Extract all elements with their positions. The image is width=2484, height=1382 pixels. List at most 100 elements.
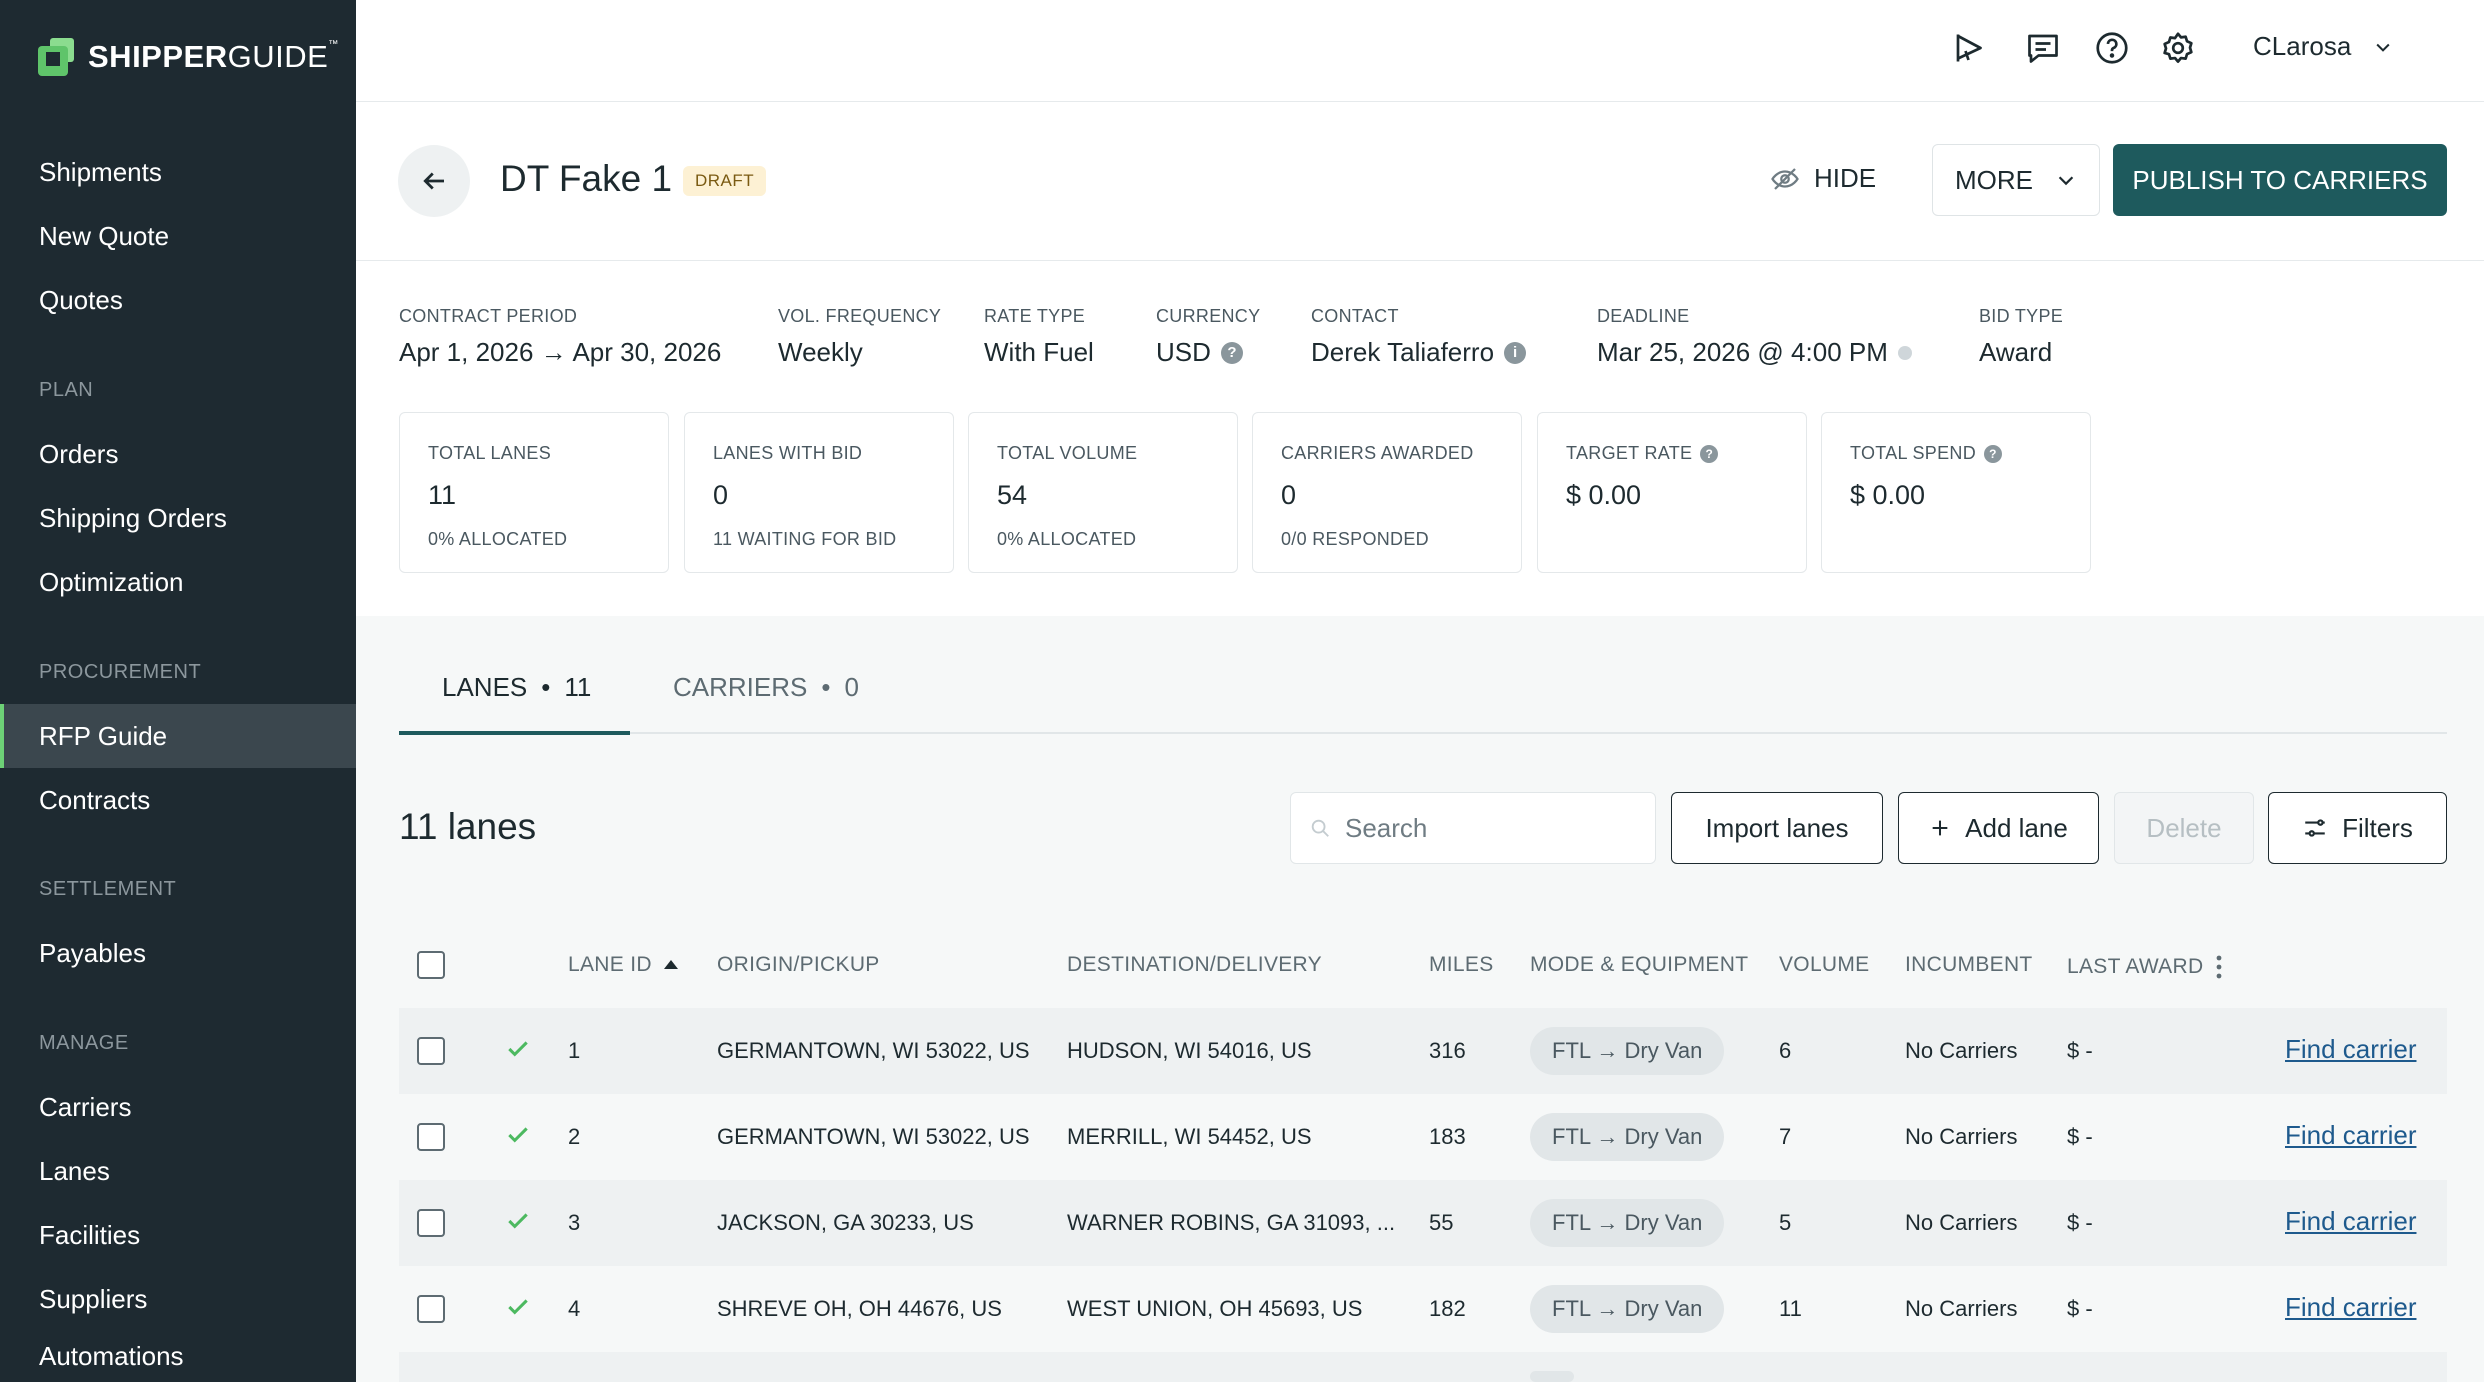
cell-origin: GERMANTOWN, WI 53022, US bbox=[717, 1038, 1030, 1063]
meta-label: RATE TYPE bbox=[984, 306, 1086, 326]
table-row[interactable] bbox=[399, 1180, 2447, 1266]
sidebar-item-rfp-guide[interactable]: RFP Guide bbox=[0, 704, 356, 768]
tabs-underline bbox=[399, 732, 2447, 734]
help-icon[interactable]: ? bbox=[1984, 444, 2002, 463]
sidebar-item-quotes[interactable]: Quotes bbox=[39, 284, 123, 315]
sidebar-item-payables[interactable]: Payables bbox=[39, 937, 146, 968]
cell-destination: WEST UNION, OH 45693, US bbox=[1067, 1296, 1363, 1321]
shipperguide-logo[interactable]: SHIPPERGUIDE™ bbox=[38, 38, 339, 76]
stat-label: LANES WITH BID bbox=[713, 443, 863, 463]
meta-vol-frequency: VOL. FREQUENCY Weekly bbox=[778, 306, 941, 368]
column-header-incumbent[interactable]: INCUMBENT bbox=[1905, 953, 2033, 976]
sidebar-item-optimization[interactable]: Optimization bbox=[39, 566, 184, 597]
meta-value: Mar 25, 2026 @ 4:00 PM bbox=[1597, 337, 1888, 367]
search-icon bbox=[1311, 819, 1329, 837]
stat-sub: 0% ALLOCATED bbox=[997, 529, 1137, 549]
meta-value: Weekly bbox=[778, 337, 863, 367]
column-header-origin[interactable]: ORIGIN/PICKUP bbox=[717, 953, 880, 976]
row-checkbox[interactable] bbox=[417, 1209, 445, 1237]
table-row[interactable] bbox=[399, 1352, 2447, 1382]
tab-carriers[interactable]: CARRIERS • 0 bbox=[673, 672, 859, 703]
more-button[interactable]: MORE bbox=[1932, 144, 2100, 216]
kebab-menu-icon[interactable] bbox=[2213, 953, 2225, 981]
filters-button[interactable]: Filters bbox=[2268, 792, 2447, 864]
find-carrier-link[interactable]: Find carrier bbox=[2285, 1292, 2417, 1322]
tab-lanes[interactable]: LANES • 11 bbox=[442, 672, 591, 703]
help-icon[interactable]: ? bbox=[1700, 444, 1719, 463]
meta-value: Apr 1, 2026 → Apr 30, 2026 bbox=[399, 337, 722, 367]
row-checkbox[interactable] bbox=[417, 1123, 445, 1151]
cell-incumbent: No Carriers bbox=[1905, 1210, 2018, 1235]
eye-off-icon bbox=[1771, 167, 1799, 190]
meta-label: CONTRACT PERIOD bbox=[399, 306, 578, 326]
tab-separator: • bbox=[541, 672, 551, 702]
delete-button[interactable]: Delete bbox=[2114, 792, 2254, 864]
table-row[interactable] bbox=[399, 1094, 2447, 1180]
column-header-destination[interactable]: DESTINATION/DELIVERY bbox=[1067, 953, 1322, 976]
sidebar-item-facilities[interactable]: Facilities bbox=[39, 1219, 141, 1250]
cell-last-award: $ - bbox=[2067, 1124, 2093, 1149]
sidebar-item-automations[interactable]: Automations bbox=[39, 1341, 184, 1371]
column-header-mode-equipment[interactable]: MODE & EQUIPMENT bbox=[1530, 953, 1749, 976]
stat-value: 0 bbox=[1281, 480, 1297, 510]
topbar bbox=[356, 0, 2484, 102]
column-label: LAST AWARD bbox=[2067, 955, 2204, 978]
sidebar-item-lanes[interactable]: Lanes bbox=[39, 1155, 110, 1186]
stat-sub: 0% ALLOCATED bbox=[428, 529, 568, 549]
cell-miles: 55 bbox=[1429, 1210, 1454, 1235]
sidebar-item-contracts[interactable]: Contracts bbox=[39, 784, 151, 815]
tab-count: 11 bbox=[564, 672, 592, 702]
cell-destination: HUDSON, WI 54016, US bbox=[1067, 1038, 1312, 1063]
sidebar-section-procurement: PROCUREMENT bbox=[39, 661, 202, 683]
search-field[interactable] bbox=[1290, 792, 1656, 864]
plus-icon bbox=[1932, 820, 1948, 836]
publish-to-carriers-button[interactable]: PUBLISH TO CARRIERS bbox=[2113, 144, 2447, 216]
help-icon[interactable] bbox=[2092, 28, 2132, 68]
row-checkbox[interactable] bbox=[417, 1037, 445, 1065]
add-lane-button[interactable]: Add lane bbox=[1898, 792, 2099, 864]
column-header-volume[interactable]: VOLUME bbox=[1779, 953, 1870, 976]
cell-destination: MERRILL, WI 54452, US bbox=[1067, 1124, 1312, 1149]
user-name: CLarosa bbox=[2253, 31, 2352, 61]
stat-label: CARRIERS AWARDED bbox=[1281, 443, 1474, 463]
sidebar-item-shipments[interactable]: Shipments bbox=[39, 156, 162, 187]
find-carrier-link[interactable]: Find carrier bbox=[2285, 1206, 2417, 1236]
sidebar-item-carriers[interactable]: Carriers bbox=[39, 1091, 132, 1122]
mode-equipment-pill: FTL → Dry Van bbox=[1530, 1027, 1725, 1075]
user-menu[interactable]: CLarosa bbox=[2253, 31, 2393, 62]
sidebar-item-suppliers[interactable]: Suppliers bbox=[39, 1283, 148, 1314]
find-carrier-link[interactable]: Find carrier bbox=[2285, 1120, 2417, 1150]
import-lanes-button[interactable]: Import lanes bbox=[1671, 792, 1883, 864]
column-header-miles[interactable]: MILES bbox=[1429, 953, 1494, 976]
find-carrier-link[interactable]: Find carrier bbox=[2285, 1034, 2417, 1064]
gear-icon[interactable] bbox=[2158, 28, 2198, 68]
status-badge: DRAFT bbox=[683, 166, 767, 196]
help-icon[interactable]: ? bbox=[1220, 341, 1243, 364]
check-icon bbox=[508, 1299, 528, 1315]
search-input[interactable] bbox=[1345, 812, 1635, 844]
cell-lane-id: 2 bbox=[568, 1124, 581, 1149]
message-icon[interactable] bbox=[2023, 28, 2063, 68]
cell-lane-id: 1 bbox=[568, 1038, 581, 1063]
hide-button[interactable]: HIDE bbox=[1770, 163, 1876, 194]
sidebar-item-orders[interactable]: Orders bbox=[39, 438, 119, 469]
column-header-last-award[interactable]: LAST AWARD bbox=[2067, 953, 2225, 981]
cell-origin: JACKSON, GA 30233, US bbox=[717, 1210, 974, 1235]
sliders-icon bbox=[2305, 819, 2325, 837]
table-row[interactable] bbox=[399, 1008, 2447, 1094]
cell-miles: 183 bbox=[1429, 1124, 1466, 1149]
stat-value: 0 bbox=[713, 480, 729, 510]
cell-last-award: $ - bbox=[2067, 1038, 2093, 1063]
cell-last-award: $ - bbox=[2067, 1296, 2093, 1321]
megaphone-icon[interactable] bbox=[1950, 28, 1990, 68]
column-header-lane-id[interactable]: LANE ID bbox=[568, 953, 680, 977]
row-checkbox[interactable] bbox=[417, 1295, 445, 1323]
info-icon[interactable]: i bbox=[1504, 341, 1527, 364]
sidebar-item-new-quote[interactable]: New Quote bbox=[39, 220, 170, 251]
back-button[interactable] bbox=[398, 145, 470, 217]
table-row[interactable] bbox=[399, 1266, 2447, 1352]
mode-equipment-pill: FTL → Dry Van bbox=[1530, 1199, 1725, 1247]
select-all-checkbox[interactable] bbox=[417, 951, 445, 979]
sidebar-item-shipping-orders[interactable]: Shipping Orders bbox=[39, 502, 227, 533]
stat-label: TARGET RATE bbox=[1566, 443, 1693, 463]
